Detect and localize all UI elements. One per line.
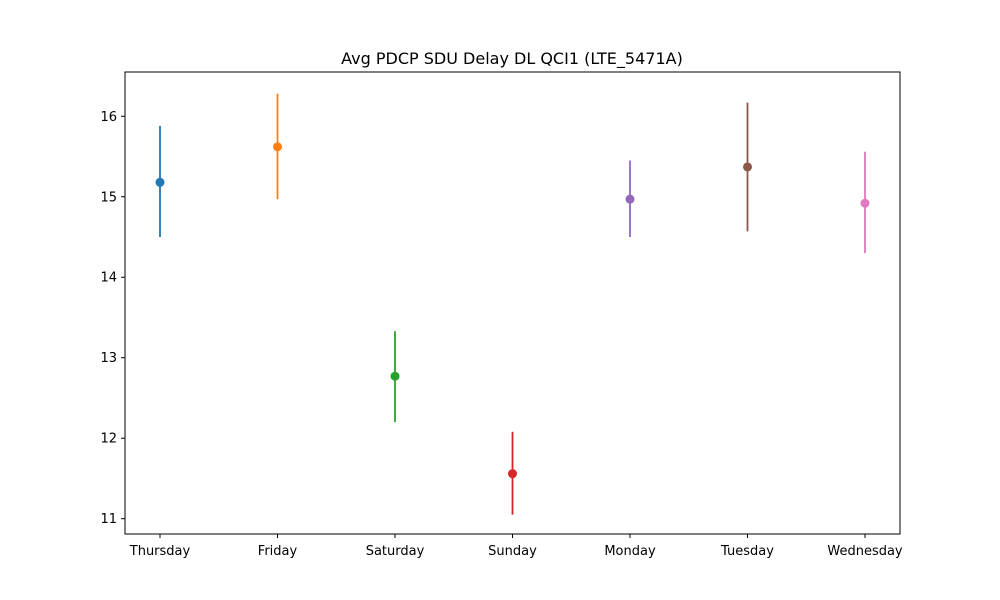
data-marks [155,93,870,515]
data-point-saturday [390,371,400,381]
x-tick-label: Wednesday [827,544,903,559]
y-tick-label: 15 [100,190,117,205]
x-tick-label: Friday [258,544,298,559]
data-point-wednesday [860,198,870,208]
data-point-thursday [155,177,165,187]
x-axis: Thursday Friday Saturday Sunday Monday Tuesda… [129,534,903,559]
x-tick-label: Saturday [366,544,425,559]
chart-title: Avg PDCP SDU Delay DL QCI1 (LTE_5471A) [341,49,683,69]
y-tick-label: 16 [100,110,117,125]
x-tick-label: Thursday [129,544,191,559]
y-tick-label: 12 [100,432,117,447]
y-tick-label: 11 [100,512,117,527]
data-point-tuesday [743,162,752,172]
x-tick-label: Monday [604,544,656,559]
y-tick-label: 14 [100,271,117,286]
x-tick-label: Sunday [488,544,537,559]
x-tick-label: Tuesday [720,544,774,559]
y-tick-label: 13 [100,351,117,366]
data-point-friday [273,142,282,152]
data-point-monday [625,194,635,204]
data-point-sunday [508,469,517,479]
y-axis: 11 12 13 14 15 16 [100,110,125,527]
